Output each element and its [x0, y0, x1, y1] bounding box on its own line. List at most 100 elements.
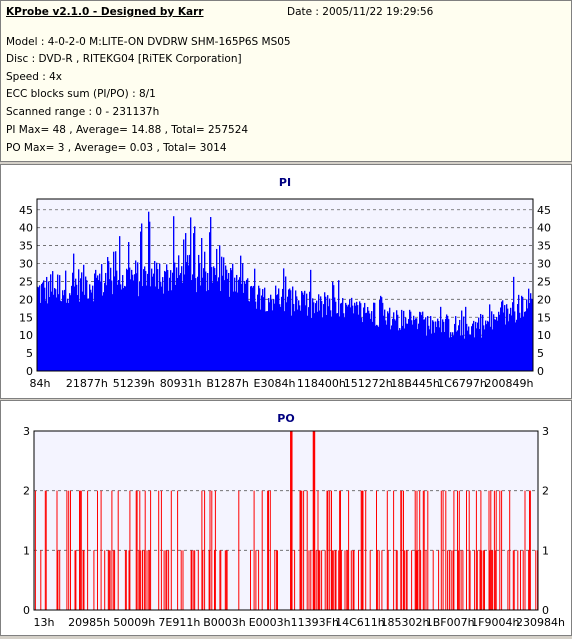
pi-bar — [423, 319, 425, 371]
pi-bar — [143, 269, 145, 371]
scan-date: Date : 2005/11/22 19:29:56 — [287, 6, 434, 18]
pi-bar — [181, 266, 183, 371]
po-bar — [310, 550, 312, 610]
pi-bar — [86, 280, 88, 371]
pi-bar — [404, 328, 406, 371]
pi-bar — [227, 278, 229, 371]
pi-bar — [346, 304, 348, 371]
pi-bar — [327, 295, 329, 371]
po-bar — [82, 550, 84, 610]
po-bar — [125, 550, 127, 610]
pi-bar — [180, 273, 182, 371]
pi-bar — [339, 316, 341, 371]
pi-bar — [500, 307, 502, 371]
pi-bar — [239, 277, 241, 371]
pi-bar — [341, 302, 343, 371]
plot-frame — [33, 430, 539, 611]
po-bar — [453, 490, 455, 610]
po-bar — [376, 490, 377, 610]
pi-bar — [151, 268, 153, 371]
pi-bar — [334, 297, 336, 371]
po-bar — [414, 490, 416, 610]
pi-bar — [62, 290, 64, 371]
x-tick-label: 200849h — [484, 377, 533, 390]
pi-bar — [352, 305, 354, 371]
pi-bar — [324, 292, 326, 371]
pi-bar — [265, 311, 267, 371]
pi-bar — [406, 323, 408, 371]
pi-bar — [390, 329, 392, 371]
pi-bar — [455, 316, 457, 371]
pi-bar — [331, 316, 333, 371]
po-bar — [403, 550, 405, 610]
x-tick-label: 1F9004h — [471, 616, 519, 629]
pi-bar — [217, 281, 219, 371]
pi-bar — [514, 311, 516, 371]
pi-bar — [501, 301, 503, 371]
pi-bar — [185, 233, 187, 371]
y-tick-label-right: 15 — [537, 311, 551, 324]
po-bar — [301, 490, 303, 610]
pi-bar — [335, 301, 337, 371]
pi-bar — [174, 262, 176, 371]
pi-bar — [43, 280, 45, 371]
po-bar — [180, 550, 182, 610]
pi-bar — [278, 288, 280, 371]
pi-bar — [306, 293, 308, 371]
pi-bar — [112, 294, 114, 371]
pi-bar — [355, 305, 357, 371]
pi-bar — [266, 311, 268, 371]
pi-bar — [314, 313, 316, 371]
po-bar — [327, 490, 329, 610]
po-bar — [440, 490, 442, 610]
po-bar — [214, 490, 216, 610]
pi-bar — [44, 287, 46, 371]
po-bar — [432, 550, 434, 610]
pi-bar — [88, 298, 90, 371]
info-panel: KProbe v2.1.0 - Designed by Karr Date : … — [0, 0, 572, 162]
pi-bar — [391, 325, 393, 371]
pi-bar — [477, 322, 479, 371]
po-spike — [290, 431, 293, 610]
pi-bar — [42, 282, 44, 371]
pi-bar — [399, 328, 401, 371]
pi-bar — [465, 306, 467, 371]
x-tick-label: 151272h — [344, 377, 393, 390]
po-bar — [462, 550, 464, 610]
pi-bar — [108, 261, 110, 371]
x-tick-label: 80931h — [160, 377, 202, 390]
pi-bar — [191, 280, 193, 371]
pi-bar — [296, 296, 298, 371]
po-bar — [406, 550, 408, 610]
pi-bar — [256, 308, 258, 371]
y-tick-label: 5 — [26, 347, 33, 360]
pi-bar — [258, 285, 260, 371]
po-bar — [211, 490, 213, 610]
pi-bar — [297, 309, 299, 371]
pi-bar — [236, 274, 238, 371]
pi-bar — [502, 300, 504, 371]
po-bar — [484, 550, 485, 610]
pi-bar — [468, 326, 470, 371]
pi-bar — [504, 305, 506, 371]
po-bar — [332, 550, 334, 610]
po-bar — [335, 550, 337, 610]
y-tick-label: 0 — [23, 604, 30, 617]
pi-bar — [497, 320, 499, 371]
pi-bar — [39, 285, 41, 371]
pi-bar — [528, 288, 530, 371]
pi-bar — [137, 262, 139, 371]
pi-bar — [223, 257, 225, 371]
po-bar — [40, 550, 42, 610]
pi-bar — [111, 280, 113, 371]
po-bar — [350, 550, 352, 610]
po-bar — [100, 490, 102, 610]
po-bar — [334, 550, 336, 610]
po-bar — [124, 550, 126, 610]
po-bar — [376, 550, 378, 610]
pi-bar — [357, 305, 359, 371]
pi-bar — [213, 266, 215, 371]
pi-bar — [363, 307, 365, 371]
pi-bar — [332, 281, 334, 371]
pi-bar — [421, 315, 423, 371]
